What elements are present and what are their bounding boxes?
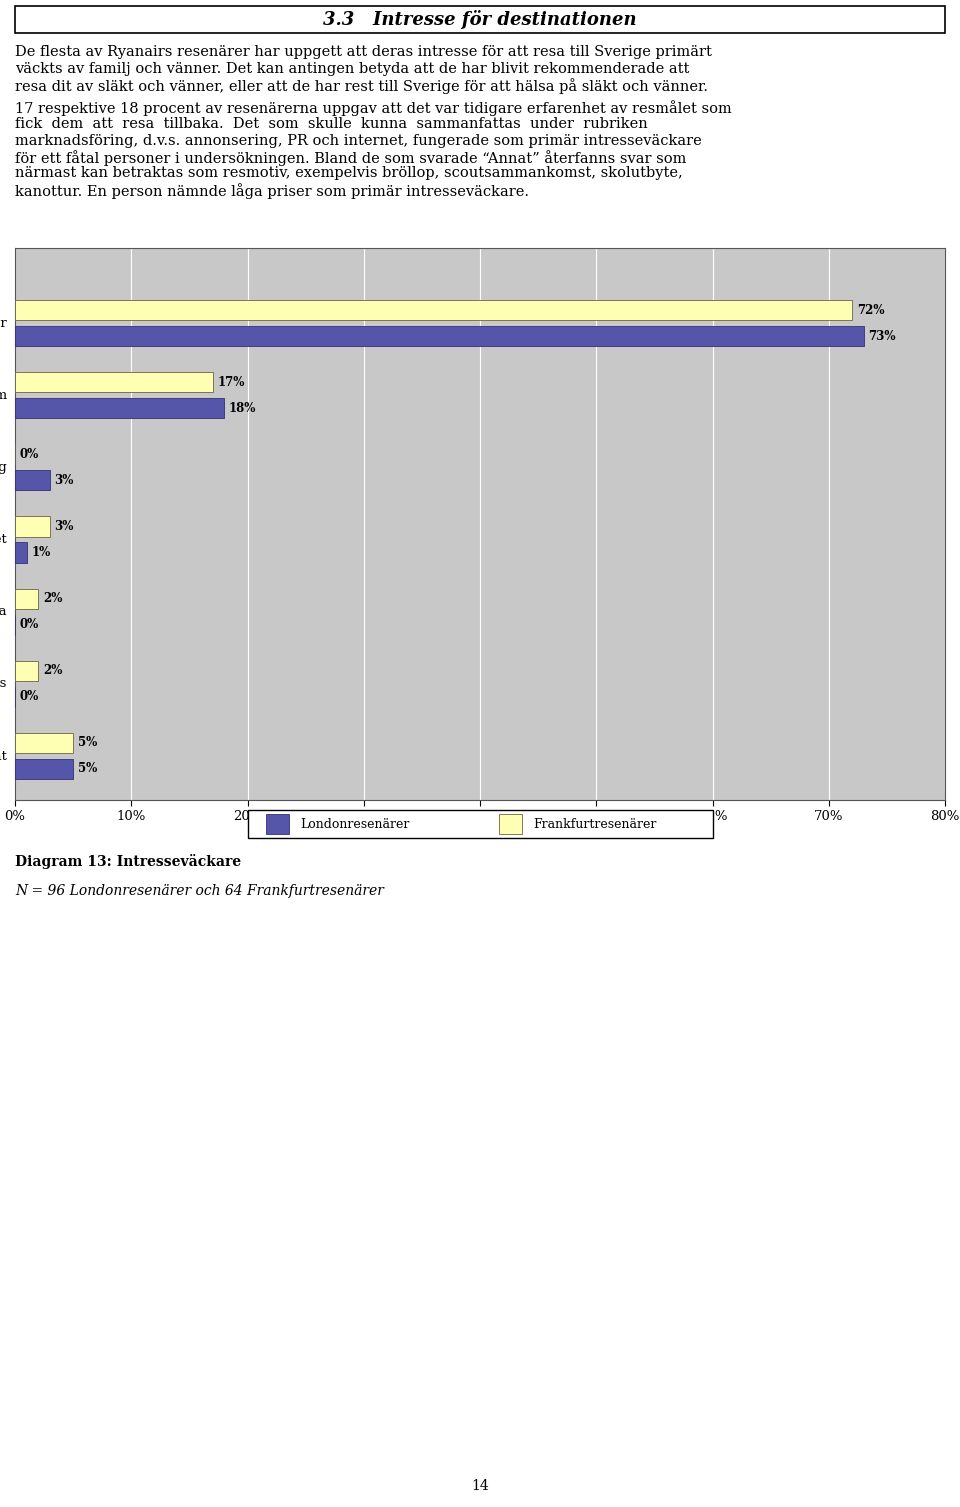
Bar	[15, 517, 50, 536]
Bar	[15, 732, 73, 754]
Bar	[15, 300, 852, 319]
Text: 18%: 18%	[228, 402, 256, 414]
Text: 73%: 73%	[868, 330, 896, 342]
Bar	[15, 660, 38, 681]
Text: De flesta av Ryanairs resenärer har uppgett att deras intresse för att resa till: De flesta av Ryanairs resenärer har uppg…	[15, 45, 712, 59]
Text: 0%: 0%	[19, 448, 39, 461]
Text: Londonresenärer: Londonresenärer	[300, 817, 410, 830]
Bar	[15, 470, 50, 490]
Text: Frankfurtresenärer: Frankfurtresenärer	[533, 817, 657, 830]
Text: resa dit av släkt och vänner, eller att de har rest till Sverige för att hälsa p: resa dit av släkt och vänner, eller att …	[15, 78, 708, 93]
Text: Diagram 13: Intresseväckare: Diagram 13: Intresseväckare	[15, 854, 241, 870]
Text: 5%: 5%	[78, 763, 97, 776]
Bar	[248, 809, 712, 838]
Bar	[266, 814, 289, 835]
Bar	[15, 589, 38, 609]
Text: 17%: 17%	[217, 375, 245, 389]
Text: väckts av familj och vänner. Det kan antingen betyda att de har blivit rekommend: väckts av familj och vänner. Det kan ant…	[15, 62, 689, 75]
Text: 0%: 0%	[19, 690, 39, 704]
Bar	[15, 326, 864, 347]
Text: för ett fåtal personer i undersökningen. Bland de som svarade “Annat” återfanns : för ett fåtal personer i undersökningen.…	[15, 151, 686, 166]
Bar	[15, 760, 73, 779]
Bar	[15, 543, 27, 562]
Text: 17 respektive 18 procent av resenärerna uppgav att det var tidigare erfarenhet a: 17 respektive 18 procent av resenärerna …	[15, 101, 732, 116]
Text: närmast kan betraktas som resmotiv, exempelvis bröllop, scoutsammankomst, skolut: närmast kan betraktas som resmotiv, exem…	[15, 166, 683, 181]
Bar	[15, 398, 225, 419]
Text: 2%: 2%	[43, 665, 62, 677]
Text: kanottur. En person nämnde låga priser som primär intresseväckare.: kanottur. En person nämnde låga priser s…	[15, 182, 529, 199]
Bar	[498, 814, 522, 835]
Text: fick  dem  att  resa  tillbaka.  Det  som  skulle  kunna  sammanfattas  under  r: fick dem att resa tillbaka. Det som skul…	[15, 118, 648, 131]
Text: 1%: 1%	[32, 546, 51, 559]
Text: 0%: 0%	[19, 618, 39, 631]
Bar	[15, 372, 212, 392]
Text: N = 96 Londonresenärer och 64 Frankfurtresenärer: N = 96 Londonresenärer och 64 Frankfurtr…	[15, 885, 384, 898]
Text: 3.3   Intresse för destinationen: 3.3 Intresse för destinationen	[324, 11, 636, 29]
Text: marknadsföring, d.v.s. annonsering, PR och internet, fungerade som primär intres: marknadsföring, d.v.s. annonsering, PR o…	[15, 134, 702, 148]
Text: 5%: 5%	[78, 737, 97, 749]
Text: 72%: 72%	[856, 303, 884, 316]
Text: 3%: 3%	[55, 473, 74, 487]
Text: 2%: 2%	[43, 592, 62, 606]
Text: 14: 14	[471, 1478, 489, 1493]
Text: 3%: 3%	[55, 520, 74, 533]
